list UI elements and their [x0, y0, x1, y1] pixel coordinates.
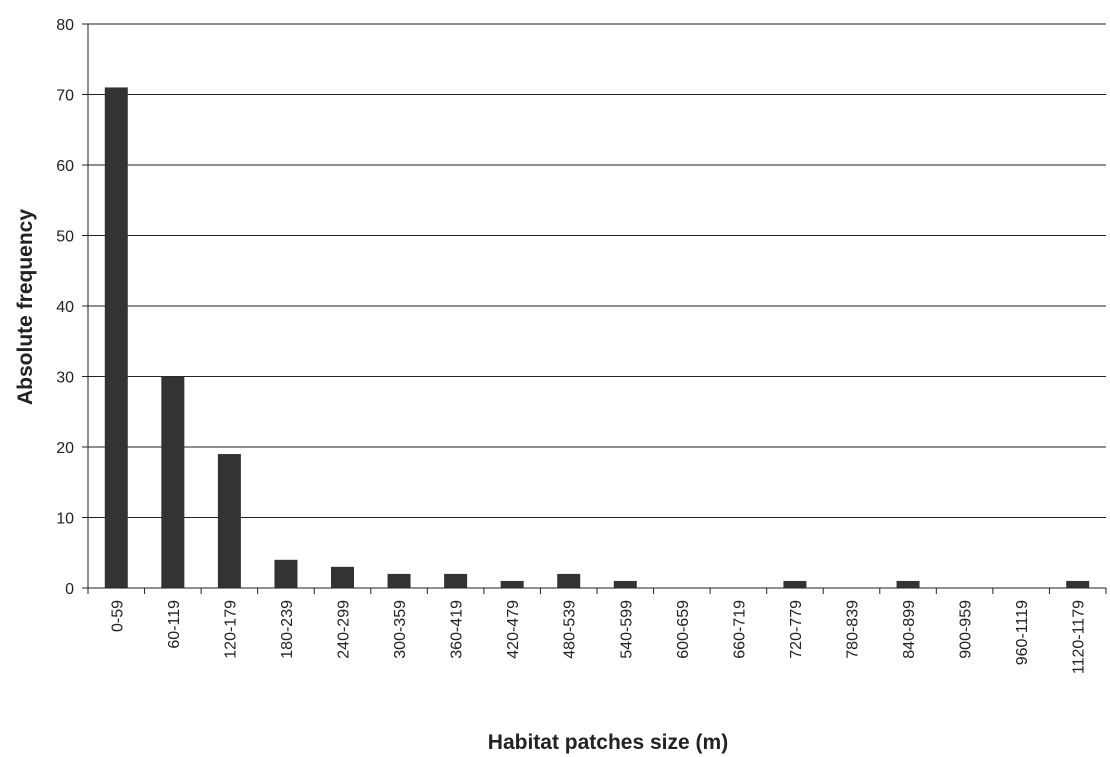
bar-840-899: [896, 580, 920, 588]
x-tick-label: 240-299: [336, 600, 353, 659]
bar-360-419: [444, 573, 468, 588]
axes-group: [82, 23, 1107, 594]
y-tick-label: 80: [56, 17, 74, 34]
bar-720-779: [783, 580, 807, 588]
y-tick-labels: 0 10 20 30 40 50 60 70 80: [56, 17, 74, 598]
x-tick-label: 300-359: [392, 600, 409, 659]
x-tick-label: 960-1119: [1014, 600, 1031, 665]
x-tick-label: 120-179: [222, 600, 239, 659]
x-tick-label: 660-719: [731, 600, 748, 659]
y-tick-label: 50: [56, 229, 74, 246]
x-tick-label: 900-959: [958, 600, 975, 659]
x-tick-label: 420-479: [505, 600, 522, 659]
x-tick-label: 720-779: [788, 600, 805, 659]
bars-group: [104, 87, 1090, 588]
y-tick-label: 70: [56, 88, 74, 105]
x-tick-label: 480-539: [562, 600, 579, 659]
y-tick-label: 10: [56, 511, 74, 528]
x-tick-label: 60-119: [166, 600, 183, 649]
x-tick-label: 0-59: [109, 600, 126, 632]
y-tick-label: 20: [56, 440, 74, 457]
x-tick-label: 780-839: [845, 600, 862, 659]
bar-0-59: [104, 87, 128, 588]
y-tick-label: 40: [56, 299, 74, 316]
bar-120-179: [217, 454, 241, 588]
y-tick-label: 60: [56, 158, 74, 175]
x-tick-label: 600-659: [675, 600, 692, 659]
x-tick-labels: 0-59 60-119 120-179 180-239 240-299 300-359 36…: [109, 600, 1087, 674]
x-tick-label: 360-419: [449, 600, 466, 659]
y-tick-label: 30: [56, 370, 74, 387]
x-axis-title: Habitat patches size (m): [488, 731, 728, 754]
x-tick-label: 840-899: [901, 600, 918, 659]
y-tick-label: 0: [65, 581, 74, 598]
grid-lines: [88, 23, 1106, 518]
bar-540-599: [613, 580, 637, 588]
bar-300-359: [387, 573, 411, 588]
bar-480-539: [557, 573, 581, 588]
x-tick-label: 540-599: [618, 600, 635, 659]
bar-240-299: [331, 566, 354, 588]
bar-420-479: [500, 580, 524, 588]
y-axis-title: Absolute frequency: [14, 209, 37, 405]
x-tick-label: 180-239: [279, 600, 296, 659]
x-tick-label: 1120-1179: [1071, 600, 1088, 674]
bar-1120-1179: [1066, 580, 1090, 588]
bar-60-119: [161, 376, 185, 588]
bar-180-239: [274, 559, 298, 588]
